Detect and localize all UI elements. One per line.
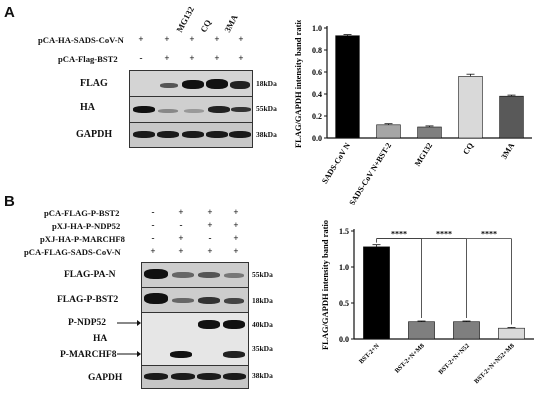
sign: + (178, 233, 184, 243)
bar (453, 321, 480, 340)
significance-label: **** (391, 230, 407, 239)
sign: + (189, 34, 195, 44)
blot-b-gapdh (141, 365, 249, 389)
kda-label: 38kDa (252, 371, 273, 380)
blot-label-flag: FLAG (80, 78, 108, 89)
y-tick-label: 0.8 (312, 46, 322, 55)
bar (498, 327, 525, 340)
y-tick-label: 0.4 (312, 90, 322, 99)
blot-label-p-ndp52: P-NDP52 (68, 318, 106, 328)
sign: + (207, 220, 213, 230)
panel-b-letter: B (4, 193, 15, 210)
blot-b-flag-pa-n (141, 262, 249, 288)
panel-a-letter: A (4, 4, 15, 21)
blot-a-ha (129, 96, 253, 124)
blot-b-ha (141, 312, 249, 366)
bar (458, 76, 483, 139)
y-tick-label: 0.6 (312, 68, 322, 77)
row-label-ha-ndp52: pXJ-HA-P-NDP52 (52, 221, 121, 231)
row-label-flag-bst2: pCA-Flag-BST2 (58, 54, 118, 64)
kda-label: 40kDa (252, 320, 273, 329)
sign: - (151, 233, 155, 243)
blot-label-ha: HA (93, 334, 108, 344)
blot-a-gapdh (129, 122, 253, 148)
bar (408, 321, 435, 340)
significance-label: **** (481, 230, 497, 239)
blot-label-p-marchf8: P-MARCHF8 (60, 350, 117, 360)
y-tick-label: 0.0 (312, 134, 322, 143)
blot-label-ha: HA (80, 102, 95, 113)
sign: + (178, 246, 184, 256)
sign: + (207, 207, 213, 217)
sign: + (233, 246, 239, 256)
row-label-ha-marchf8: pXJ-HA-P-MARCHF8 (40, 234, 125, 244)
blot-label-flag-p-bst2: FLAG-P-BST2 (57, 295, 119, 305)
sign: - (208, 233, 212, 243)
sign: + (164, 53, 170, 63)
x-tick-label: CQ (461, 141, 475, 156)
sign: - (151, 220, 155, 230)
row-label-ha-sads-n: pCA-HA-SADS-CoV-N (38, 35, 124, 45)
x-tick-label: BST-2+N+M8 (394, 342, 427, 375)
x-tick-label: SADS-CoV N+BST-2 (347, 141, 393, 205)
row-label-flag-sads-n: pCA-FLAG-SADS-CoV-N (24, 247, 121, 257)
kda-label: 55kDa (256, 104, 277, 113)
bar (335, 35, 360, 139)
treatment-cq: CQ (198, 17, 214, 34)
x-tick-label: 3MA (499, 141, 516, 161)
blot-label-gapdh: GAPDH (76, 129, 113, 140)
kda-label: 18kDa (256, 79, 277, 88)
sign: + (178, 207, 184, 217)
bar (363, 246, 390, 340)
sign: + (138, 34, 144, 44)
blot-label-gapdh: GAPDH (88, 373, 123, 383)
y-tick-label: 1.5 (339, 227, 349, 236)
sign: + (238, 53, 244, 63)
treatment-3ma: 3MA (222, 12, 240, 34)
bar (376, 124, 401, 139)
band-arrows (117, 320, 141, 357)
x-tick-label: MG132 (413, 141, 434, 168)
x-tick-label: BST-2+N+N52+M8 (473, 342, 516, 385)
kda-label: 18kDa (252, 296, 273, 305)
significance-label: **** (436, 230, 452, 239)
sign: + (164, 34, 170, 44)
blot-b-flag-p-bst2 (141, 287, 249, 313)
sign: + (233, 207, 239, 217)
kda-label: 55kDa (252, 270, 273, 279)
kda-label: 38kDa (256, 130, 277, 139)
kda-label: 35kDa (252, 344, 273, 353)
sign: + (233, 233, 239, 243)
sign: + (189, 53, 195, 63)
sign: + (214, 53, 220, 63)
bar (417, 126, 442, 139)
sign: - (179, 220, 183, 230)
row-label-flag-p-bst2: pCA-FLAG-P-BST2 (44, 208, 120, 218)
y-tick-label: 1.0 (339, 263, 349, 272)
y-tick-label: 1.0 (312, 24, 322, 33)
y-tick-label: 0.2 (312, 112, 322, 121)
x-tick-label: SADS-CoV N (320, 141, 352, 185)
sign: - (151, 207, 155, 217)
chart-b: 0.0 0.5 1.0 1.5 FLAG/GAPDH intensity band ra… (320, 220, 534, 385)
blot-label-flag-pa-n: FLAG-PA-N (64, 270, 116, 280)
treatment-mg132: MG132 (174, 4, 196, 34)
blot-a-flag (129, 70, 253, 98)
sign: + (207, 246, 213, 256)
x-tick-label: BST-2+N (358, 342, 381, 365)
sign: + (214, 34, 220, 44)
chart-a: 0.0 0.2 0.4 0.6 0.8 1.0 FLAG/GAPDH intensity b… (293, 20, 532, 205)
bar (499, 95, 524, 139)
x-tick-label: BST-2+N+N52 (437, 342, 471, 376)
y-axis-label: FLAG/GAPDH intensity band ratio (320, 220, 330, 350)
y-tick-label: 0.5 (339, 299, 349, 308)
y-tick-label: 0.0 (339, 335, 349, 344)
sign: + (238, 34, 244, 44)
sign: + (233, 220, 239, 230)
y-axis-label: FLAG/GAPDH intensity band ratio (293, 20, 303, 148)
sign: - (139, 53, 143, 63)
sign: + (150, 246, 156, 256)
